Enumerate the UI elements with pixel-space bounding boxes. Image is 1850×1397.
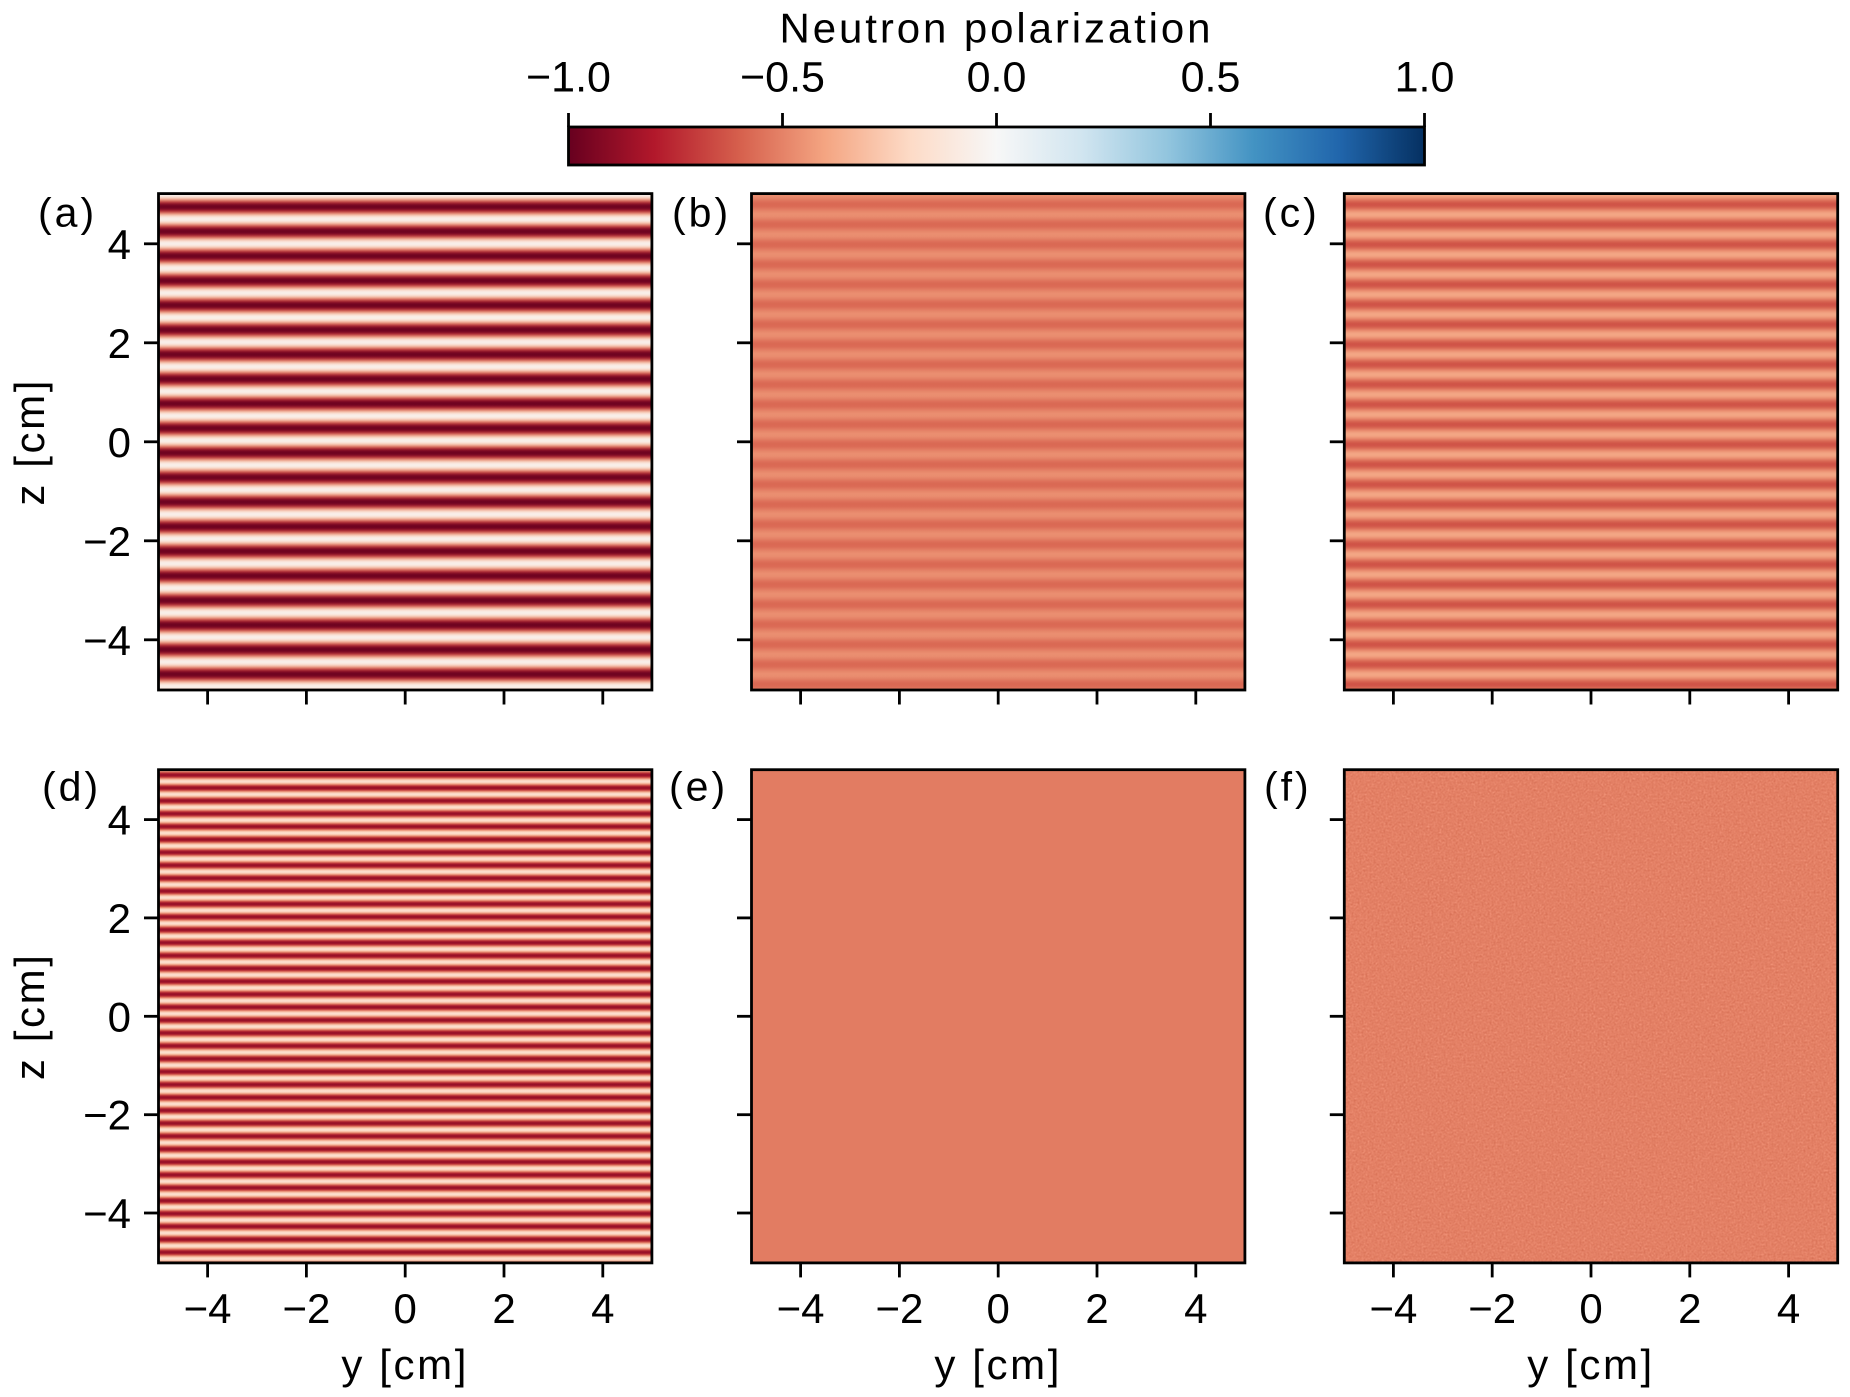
svg-text:−1.0: −1.0 (526, 54, 611, 102)
svg-text:y [cm]: y [cm] (934, 1341, 1062, 1388)
svg-text:−2: −2 (1468, 1285, 1516, 1332)
svg-text:−0.5: −0.5 (740, 54, 825, 102)
svg-text:0: 0 (394, 1285, 417, 1332)
svg-text:2: 2 (108, 320, 131, 367)
svg-text:−2: −2 (282, 1285, 330, 1332)
svg-text:1.0: 1.0 (1395, 54, 1455, 102)
svg-text:4: 4 (108, 221, 131, 268)
svg-text:0.0: 0.0 (967, 54, 1027, 102)
svg-text:0: 0 (1579, 1285, 1602, 1332)
svg-text:−2: −2 (875, 1285, 923, 1332)
svg-text:−4: −4 (1369, 1285, 1417, 1332)
svg-text:0: 0 (108, 993, 131, 1040)
svg-text:(e): (e) (669, 764, 728, 810)
svg-text:4: 4 (1184, 1285, 1207, 1332)
svg-text:−2: −2 (83, 518, 131, 565)
svg-text:4: 4 (1777, 1285, 1800, 1332)
svg-text:z [cm]: z [cm] (6, 953, 53, 1081)
svg-text:4: 4 (108, 797, 131, 844)
svg-text:(a): (a) (38, 190, 97, 236)
svg-text:0.5: 0.5 (1181, 54, 1241, 102)
svg-text:−4: −4 (777, 1285, 825, 1332)
svg-text:2: 2 (492, 1285, 515, 1332)
svg-text:2: 2 (1678, 1285, 1701, 1332)
svg-text:y [cm]: y [cm] (1527, 1341, 1655, 1388)
svg-text:−4: −4 (83, 1190, 131, 1237)
svg-text:(c): (c) (1263, 190, 1320, 236)
svg-text:−4: −4 (184, 1285, 232, 1332)
svg-text:2: 2 (1085, 1285, 1108, 1332)
svg-text:2: 2 (108, 895, 131, 942)
svg-text:−2: −2 (83, 1092, 131, 1139)
svg-text:y [cm]: y [cm] (341, 1341, 469, 1388)
svg-text:(d): (d) (42, 764, 101, 810)
svg-text:z [cm]: z [cm] (6, 378, 53, 506)
svg-text:0: 0 (987, 1285, 1010, 1332)
svg-text:(f): (f) (1264, 764, 1312, 810)
svg-text:0: 0 (108, 419, 131, 466)
svg-text:Neutron polarization: Neutron polarization (780, 5, 1214, 52)
svg-text:−4: −4 (83, 617, 131, 664)
svg-text:(b): (b) (672, 190, 731, 236)
svg-text:4: 4 (591, 1285, 614, 1332)
